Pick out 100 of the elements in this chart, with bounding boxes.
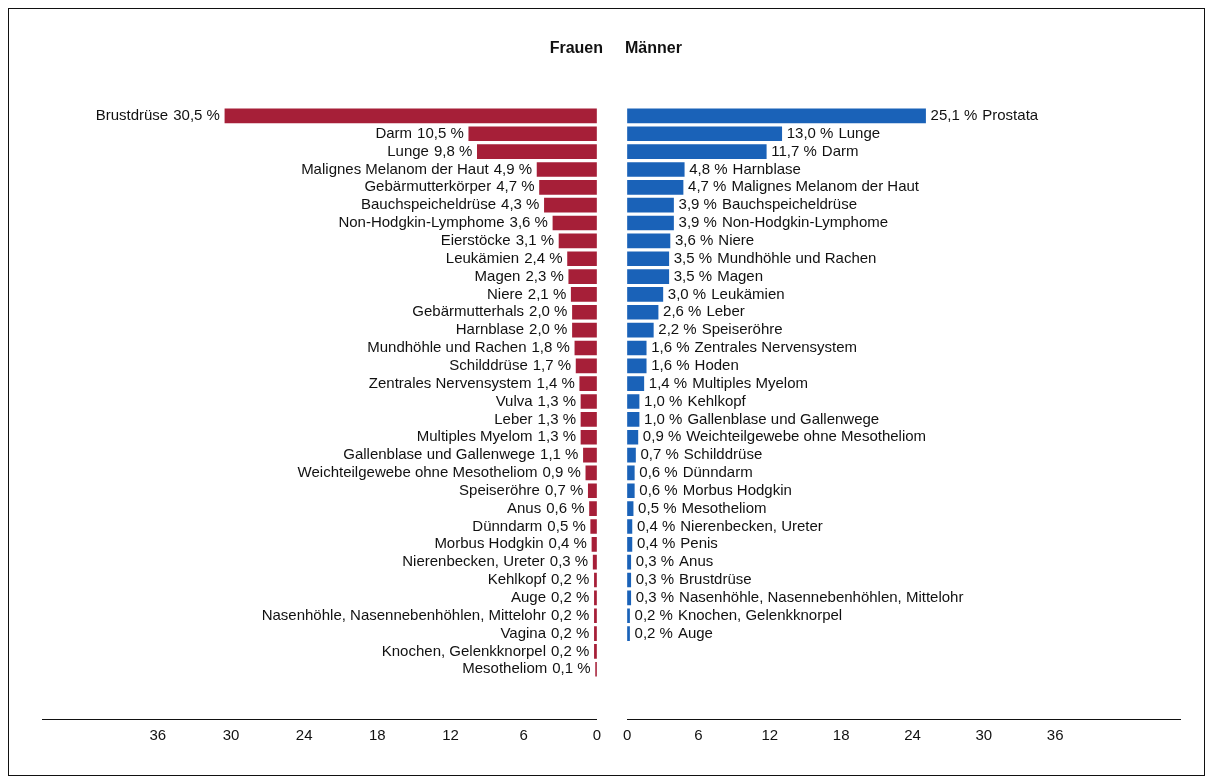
y-tick-label: Weichteilgewebe ohne Mesotheliom — [297, 463, 538, 481]
data-label: 0,3 % — [549, 552, 589, 570]
y-tick-label: Gebärmutterhals — [412, 302, 525, 320]
data-label: 1,4 % — [648, 373, 688, 391]
x-tick-label: 24 — [904, 726, 921, 744]
y-tick-label: Harnblase — [732, 159, 801, 177]
y-tick-label: Non-Hodgkin-Lymphome — [721, 213, 889, 231]
data-label: 3,5 % — [673, 248, 713, 266]
y-tick-label: Mundhöhle und Rachen — [717, 248, 877, 266]
y-tick-label: Gebärmutterkörper — [364, 177, 492, 195]
x-tick-label: 36 — [1046, 726, 1064, 744]
bar — [224, 108, 597, 124]
chart-title: Männer — [625, 39, 682, 57]
bar — [567, 251, 597, 267]
data-label: 13,0 % — [786, 123, 834, 141]
y-tick-label: Leber — [494, 409, 533, 427]
data-label: 0,3 % — [635, 552, 675, 570]
bar — [558, 233, 597, 249]
bar — [627, 215, 674, 231]
data-label: 0,2 % — [551, 570, 590, 588]
y-tick-label: Hoden — [694, 355, 739, 373]
bar — [583, 447, 597, 463]
bar — [544, 197, 597, 213]
chart-title: Frauen — [549, 39, 603, 57]
y-tick-label: Knochen, Gelenkknorpel — [381, 641, 547, 659]
bar — [627, 394, 640, 409]
data-label: 2,1 % — [527, 284, 567, 302]
data-label: 0,4 % — [636, 516, 676, 534]
bar — [627, 287, 664, 302]
data-label: 1,7 % — [532, 355, 572, 373]
bar — [627, 269, 670, 284]
data-label: 0,7 % — [640, 445, 679, 463]
bar — [627, 233, 671, 249]
data-label: 1,3 % — [537, 427, 576, 445]
data-label: 9,8 % — [433, 141, 473, 159]
bar — [570, 287, 597, 302]
y-tick-label: Non-Hodgkin-Lymphome — [338, 213, 505, 231]
y-tick-label: Nasenhöhle, Nasennebenhöhlen, Mittelohr — [679, 588, 964, 606]
bar — [627, 180, 684, 195]
bar — [477, 144, 597, 159]
data-label: 0,2 % — [551, 605, 590, 623]
bar — [574, 340, 597, 356]
y-tick-label: Penis — [680, 534, 718, 552]
y-tick-label: Auge — [510, 588, 547, 606]
data-label: 0,2 % — [551, 588, 590, 606]
bar — [572, 322, 597, 338]
x-tick-label: 30 — [222, 726, 240, 744]
bar — [627, 162, 685, 177]
data-label: 2,4 % — [524, 248, 563, 266]
data-label: 30,5 % — [173, 106, 220, 124]
data-label: 3,6 % — [509, 213, 548, 231]
y-tick-label: Zentrales Nervensystem — [694, 338, 858, 356]
bar — [627, 304, 659, 320]
bar — [627, 126, 783, 142]
y-tick-label: Leber — [706, 302, 745, 320]
y-tick-label: Leukämien — [445, 248, 520, 266]
data-label: 4,7 % — [496, 177, 535, 195]
data-label: 0,2 % — [551, 641, 590, 659]
data-label: 0,3 % — [635, 570, 675, 588]
bar — [627, 483, 635, 499]
y-tick-label: Brustdrüse — [679, 570, 752, 588]
bar — [587, 483, 597, 499]
data-label: 0,1 % — [552, 659, 591, 677]
y-tick-label: Lunge — [838, 123, 881, 141]
bar — [627, 358, 647, 374]
data-label: 0,7 % — [544, 480, 584, 498]
y-tick-label: Niere — [487, 284, 523, 302]
y-tick-label: Mesotheliom — [462, 659, 548, 677]
y-tick-label: Magen — [717, 266, 764, 284]
y-tick-label: Morbus Hodgkin — [434, 534, 544, 552]
y-tick-label: Bauchspeicheldrüse — [721, 195, 857, 213]
bar — [568, 269, 597, 284]
data-label: 0,6 % — [546, 498, 585, 516]
y-tick-label: Lunge — [387, 141, 429, 159]
bar — [590, 519, 597, 534]
y-tick-label: Dünndarm — [472, 516, 543, 534]
bar — [580, 412, 597, 427]
y-tick-label: Schilddrüse — [449, 355, 528, 373]
x-tick-label: 30 — [975, 726, 993, 744]
y-tick-label: Anus — [679, 552, 714, 570]
y-tick-label: Harnblase — [455, 320, 525, 338]
x-tick-label: 18 — [368, 726, 386, 744]
y-tick-label: Anus — [506, 498, 542, 516]
y-tick-label: Mesotheliom — [681, 498, 767, 516]
y-tick-label: Vagina — [500, 623, 547, 641]
bar — [627, 340, 647, 356]
y-tick-label: Niere — [718, 231, 755, 249]
y-tick-label: Malignes Melanom der Haut — [301, 159, 490, 177]
y-tick-label: Zentrales Nervensystem — [368, 373, 532, 391]
y-tick-label: Auge — [677, 623, 713, 641]
y-tick-label: Bauchspeicheldrüse — [360, 195, 497, 213]
data-label: 2,0 % — [529, 302, 568, 320]
x-tick-label: 12 — [761, 726, 779, 744]
bar — [580, 429, 597, 445]
data-label: 3,9 % — [678, 213, 717, 231]
y-tick-label: Multiples Myelom — [416, 427, 533, 445]
data-label: 0,2 % — [634, 605, 673, 623]
y-tick-label: Knochen, Gelenkknorpel — [677, 605, 843, 623]
y-tick-label: Speiseröhre — [701, 320, 783, 338]
data-label: 0,2 % — [551, 623, 590, 641]
